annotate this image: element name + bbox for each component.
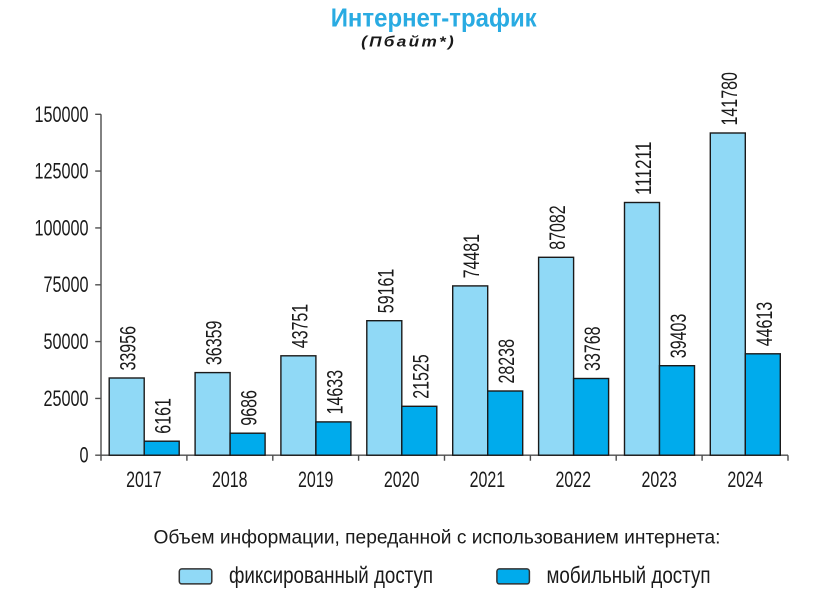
svg-text:(Пбайт*): (Пбайт*) [361, 34, 456, 51]
svg-text:2021: 2021 [470, 467, 506, 492]
svg-text:100000: 100000 [35, 215, 89, 240]
svg-text:141780: 141780 [717, 72, 742, 125]
svg-text:111211: 111211 [631, 142, 656, 195]
svg-text:14633: 14633 [322, 370, 347, 415]
svg-text:74481: 74481 [459, 234, 484, 279]
svg-text:39403: 39403 [666, 314, 691, 359]
svg-text:2019: 2019 [298, 467, 334, 492]
svg-text:2024: 2024 [727, 467, 763, 492]
svg-text:87082: 87082 [545, 205, 570, 250]
svg-text:2018: 2018 [212, 467, 248, 492]
svg-text:2017: 2017 [126, 467, 162, 492]
svg-text:50000: 50000 [44, 329, 89, 354]
svg-text:75000: 75000 [44, 272, 89, 297]
svg-text:33768: 33768 [580, 327, 605, 372]
svg-text:150000: 150000 [35, 102, 89, 127]
svg-text:28238: 28238 [494, 339, 519, 384]
svg-text:36359: 36359 [202, 321, 227, 366]
svg-text:21525: 21525 [408, 354, 433, 399]
svg-text:25000: 25000 [44, 386, 89, 411]
svg-text:2023: 2023 [641, 467, 677, 492]
svg-text:125000: 125000 [35, 159, 89, 184]
svg-text:мобильный доступ: мобильный доступ [547, 562, 711, 588]
svg-text:2020: 2020 [384, 467, 420, 492]
svg-text:Интернет-трафик: Интернет-трафик [331, 3, 538, 33]
svg-text:0: 0 [80, 443, 89, 468]
svg-text:59161: 59161 [373, 269, 398, 314]
svg-text:9686: 9686 [237, 390, 262, 426]
svg-text:44613: 44613 [752, 302, 777, 347]
svg-text:6161: 6161 [151, 398, 176, 434]
svg-text:33956: 33956 [116, 326, 141, 371]
svg-text:2022: 2022 [556, 467, 592, 492]
svg-text:Объем информации, переданной с: Объем информации, переданной с использов… [154, 527, 721, 549]
svg-text:43751: 43751 [287, 304, 312, 349]
svg-text:фиксированный доступ: фиксированный доступ [229, 562, 433, 588]
